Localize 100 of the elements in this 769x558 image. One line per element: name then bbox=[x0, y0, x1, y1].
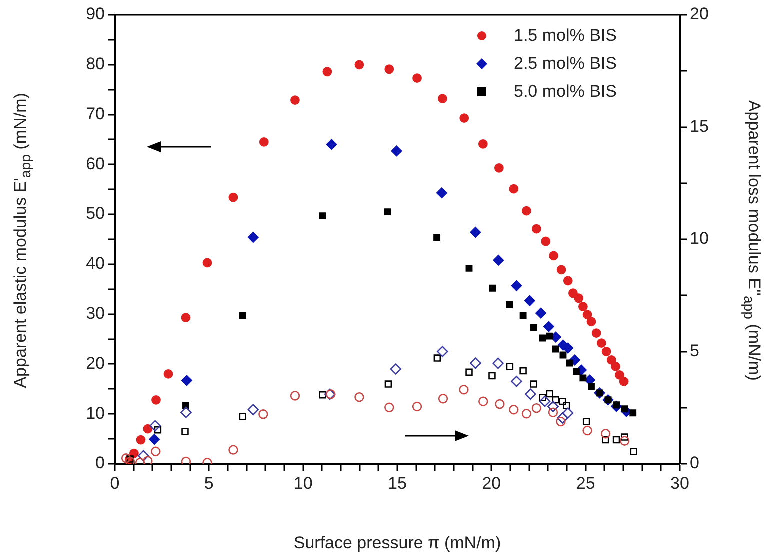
point bbox=[522, 409, 532, 419]
point bbox=[384, 208, 392, 216]
point bbox=[258, 410, 268, 420]
point bbox=[620, 436, 630, 446]
point bbox=[459, 385, 469, 395]
legend-label: 2.5 mol% BIS bbox=[514, 54, 617, 74]
point bbox=[466, 264, 473, 272]
point bbox=[582, 426, 592, 436]
point bbox=[588, 383, 595, 390]
point bbox=[489, 284, 496, 292]
point bbox=[248, 404, 260, 416]
point bbox=[520, 312, 527, 320]
point bbox=[495, 399, 505, 410]
x-axis-title: Surface pressure π (mN/m) bbox=[294, 533, 502, 552]
point bbox=[180, 406, 192, 418]
legend-label: 5.0 mol% BIS bbox=[514, 82, 617, 102]
point bbox=[239, 413, 246, 420]
point bbox=[619, 376, 629, 386]
point bbox=[151, 446, 161, 457]
y2-tick-label: 10 bbox=[690, 229, 709, 248]
x-tick-label: 20 bbox=[482, 474, 502, 493]
point bbox=[412, 402, 422, 412]
point bbox=[563, 276, 573, 286]
point bbox=[525, 388, 536, 400]
point bbox=[543, 321, 554, 332]
point bbox=[552, 346, 560, 353]
x-tick-label: 30 bbox=[670, 474, 690, 493]
point bbox=[630, 448, 638, 456]
point bbox=[470, 358, 482, 370]
point bbox=[611, 362, 620, 372]
point bbox=[354, 392, 364, 402]
point bbox=[384, 402, 394, 412]
point bbox=[509, 405, 519, 415]
y2-tick-label: 20 bbox=[690, 4, 709, 24]
y-tick-label: 80 bbox=[86, 54, 105, 74]
point bbox=[578, 302, 588, 312]
point bbox=[539, 396, 551, 408]
point bbox=[434, 234, 441, 241]
point bbox=[559, 398, 566, 406]
point bbox=[354, 60, 364, 70]
point bbox=[181, 313, 191, 323]
point bbox=[248, 232, 259, 244]
y-tick-label: 10 bbox=[86, 404, 105, 423]
point bbox=[143, 456, 153, 464]
point bbox=[143, 424, 153, 434]
point bbox=[557, 412, 568, 424]
point bbox=[136, 435, 146, 445]
point bbox=[150, 420, 161, 432]
point bbox=[596, 338, 606, 348]
y-tick-label: 90 bbox=[86, 4, 105, 24]
point bbox=[574, 294, 584, 304]
point bbox=[602, 436, 610, 444]
point bbox=[539, 334, 546, 342]
point bbox=[438, 394, 448, 404]
point bbox=[319, 212, 326, 220]
point bbox=[202, 258, 212, 268]
point bbox=[326, 139, 338, 150]
point bbox=[290, 96, 300, 106]
point bbox=[562, 408, 574, 419]
y-tick-label: 30 bbox=[86, 304, 105, 324]
x-tick-label: 5 bbox=[204, 474, 214, 493]
x-tick-label: 0 bbox=[110, 474, 120, 493]
point bbox=[580, 374, 587, 382]
point bbox=[546, 332, 554, 340]
point bbox=[520, 367, 527, 375]
point bbox=[582, 418, 590, 426]
point bbox=[290, 391, 300, 401]
point bbox=[563, 402, 570, 410]
point bbox=[582, 310, 592, 320]
point bbox=[138, 450, 150, 462]
point bbox=[541, 236, 551, 246]
point bbox=[630, 410, 637, 417]
point bbox=[556, 265, 566, 275]
point bbox=[494, 163, 504, 173]
x-tick-label: 10 bbox=[294, 474, 313, 493]
point bbox=[412, 74, 422, 84]
point bbox=[152, 395, 161, 405]
point bbox=[492, 358, 504, 370]
point bbox=[506, 363, 514, 370]
point bbox=[524, 295, 536, 306]
legend-label: 1.5 mol% BIS bbox=[514, 26, 617, 46]
point bbox=[615, 370, 624, 380]
point bbox=[568, 288, 578, 298]
point bbox=[319, 391, 326, 399]
point bbox=[602, 347, 612, 356]
point bbox=[546, 390, 554, 398]
point bbox=[600, 429, 611, 439]
point bbox=[549, 251, 559, 261]
point bbox=[586, 317, 596, 327]
point bbox=[391, 146, 402, 157]
point bbox=[548, 401, 559, 412]
y-tick-label: 70 bbox=[86, 104, 105, 124]
y2-tick-label: 15 bbox=[690, 116, 709, 136]
point bbox=[478, 140, 488, 149]
point bbox=[121, 454, 132, 464]
point bbox=[488, 372, 496, 380]
point bbox=[573, 368, 580, 376]
x-tick-label: 15 bbox=[388, 474, 407, 493]
point bbox=[228, 445, 238, 455]
point bbox=[466, 368, 473, 376]
